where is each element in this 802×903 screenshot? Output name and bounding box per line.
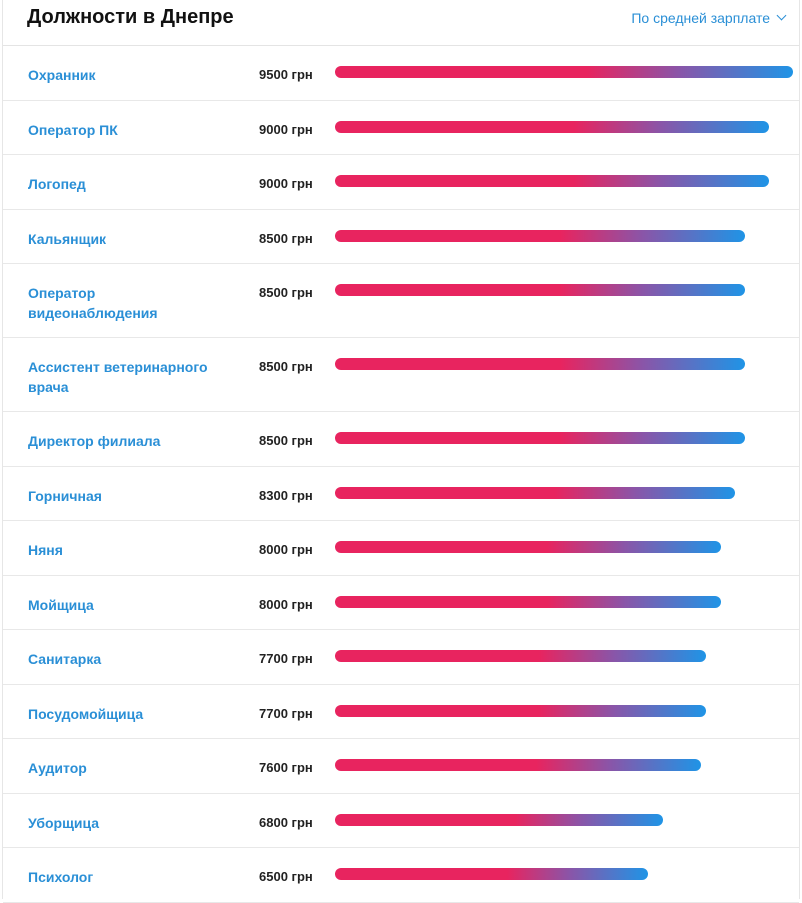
salary-value: 8500 грн [259, 285, 313, 300]
salary-bar [335, 650, 706, 662]
table-row: Психолог 6500 грн [3, 848, 799, 903]
job-title-link[interactable]: Оператор видеонаблюдения [28, 285, 158, 321]
salary-value: 8000 грн [259, 542, 313, 557]
job-title-link[interactable]: Мойщица [28, 596, 94, 613]
salary-bar [335, 704, 706, 717]
salary-value: 7700 грн [259, 651, 313, 666]
salary-value: 8500 грн [259, 359, 313, 374]
table-row: Санитарка 7700 грн [3, 630, 799, 685]
salary-bar [335, 868, 648, 880]
salary-value: 9500 грн [259, 67, 313, 82]
table-row: Посудомойщица 7700 грн [3, 685, 799, 739]
jobs-list: Охранник 9500 грн Оператор ПК 9000 грн Логоп… [3, 46, 799, 903]
table-row: Мойщица 8000 грн [3, 576, 799, 630]
job-title-link[interactable]: Аудитор [28, 760, 87, 776]
job-title-link[interactable]: Кальянщик [28, 230, 107, 247]
job-title-link[interactable]: Ассистент ветеринарного врача [28, 359, 208, 395]
job-title-link[interactable]: Охранник [28, 67, 96, 83]
salary-bar [335, 432, 745, 444]
chevron-down-icon [776, 10, 787, 21]
job-title-link[interactable]: Директор филиала [28, 433, 161, 449]
salary-value: 8300 грн [259, 487, 313, 503]
salary-value: 8500 грн [259, 230, 313, 246]
job-title-link[interactable]: Горничная [28, 487, 102, 504]
job-title-link[interactable]: Посудомойщица [28, 705, 144, 722]
job-title-link[interactable]: Уборщица [28, 814, 100, 831]
salary-bar [335, 175, 769, 187]
salary-bar [335, 66, 793, 78]
table-row: Кальянщик 8500 грн [3, 210, 799, 264]
table-row: Ассистент ветеринарного врача 8500 грн [3, 338, 799, 412]
job-title-link[interactable]: Психолог [28, 869, 94, 885]
table-row: Директор филиала 8500 грн [3, 412, 799, 467]
sort-dropdown[interactable]: По средней зарплате [631, 9, 787, 26]
salary-value: 9000 грн [259, 176, 313, 191]
table-row: Логопед 9000 грн [3, 155, 799, 210]
job-title-link[interactable]: Оператор ПК [28, 121, 118, 138]
salary-value: 9000 грн [259, 121, 313, 137]
table-row: Оператор видеонаблюдения 8500 грн [3, 264, 799, 338]
job-title-link[interactable]: Логопед [28, 176, 86, 192]
table-row: Горничная 8300 грн [3, 467, 799, 521]
salary-value: 7700 грн [259, 705, 313, 721]
table-row: Аудитор 7600 грн [3, 739, 799, 794]
salary-value: 7600 грн [259, 760, 313, 775]
job-title-link[interactable]: Няня [28, 542, 63, 558]
salary-value: 8000 грн [259, 596, 313, 612]
job-title-link[interactable]: Санитарка [28, 651, 102, 667]
salary-bar [335, 595, 721, 608]
salary-bar [335, 759, 701, 771]
salary-value: 6500 грн [259, 869, 313, 884]
salary-bar [335, 284, 745, 296]
salary-value: 8500 грн [259, 433, 313, 448]
table-row: Няня 8000 грн [3, 521, 799, 576]
table-row: Оператор ПК 9000 грн [3, 101, 799, 155]
salary-bar [335, 541, 721, 553]
salary-bar [335, 813, 663, 826]
page-title: Должности в Днепре [27, 6, 234, 28]
table-row: Уборщица 6800 грн [3, 794, 799, 848]
salary-value: 6800 грн [259, 814, 313, 830]
panel-header: Должности в Днепре По средней зарплате [3, 0, 799, 46]
salary-bar [335, 229, 745, 242]
table-row: Охранник 9500 грн [3, 46, 799, 101]
sort-label: По средней зарплате [631, 9, 770, 26]
salary-bar [335, 358, 745, 370]
salary-bar [335, 486, 735, 499]
salary-bar [335, 120, 769, 133]
